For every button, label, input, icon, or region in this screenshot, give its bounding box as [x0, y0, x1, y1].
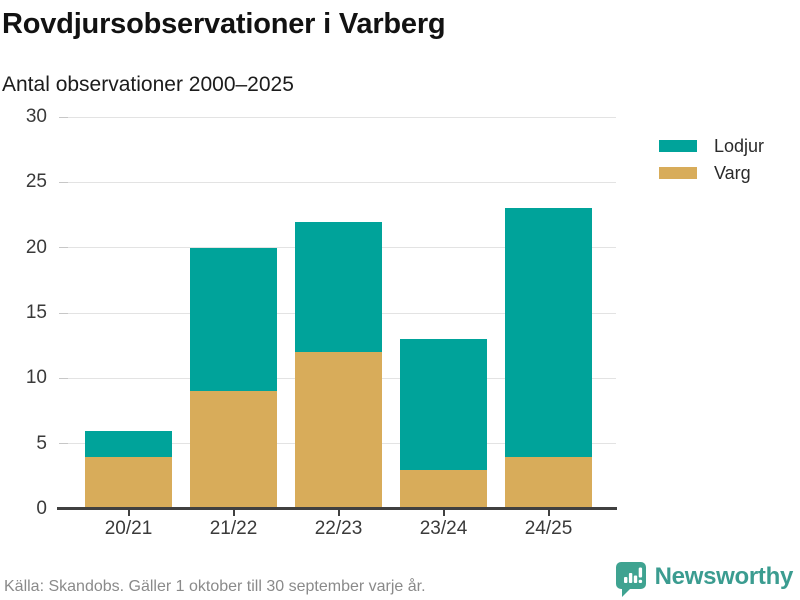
- x-axis-label-24/25: 24/25: [524, 518, 573, 539]
- y-axis-label-20: 20: [25, 236, 47, 258]
- bar-segment-lodjur-21/22: [190, 247, 277, 392]
- bar-segment-varg-22/23: [295, 352, 382, 509]
- y-tick-5: [59, 443, 68, 445]
- bar-segment-varg-23/24: [400, 469, 487, 509]
- x-axis-label-23/24: 23/24: [419, 518, 468, 539]
- legend-swatch-varg: [659, 167, 697, 179]
- legend-item-varg: Varg: [659, 163, 764, 183]
- y-tick-20: [59, 247, 68, 249]
- legend-item-lodjur: Lodjur: [659, 136, 764, 156]
- legend-label-lodjur: Lodjur: [714, 135, 765, 156]
- speech-bubble-bar-chart-icon: [615, 562, 646, 597]
- newsworthy-logo: Newsworthy: [615, 561, 794, 598]
- bar-segment-varg-21/22: [190, 391, 277, 509]
- y-axis-label-5: 5: [36, 432, 47, 454]
- legend: Lodjur Varg: [659, 136, 764, 190]
- y-axis-label-10: 10: [25, 367, 47, 389]
- y-tick-15: [59, 312, 68, 314]
- source-note: Källa: Skandobs. Gäller 1 oktober till 3…: [4, 578, 426, 595]
- x-axis-label-22/23: 22/23: [314, 518, 363, 539]
- chart-subtitle: Antal observationer 2000–2025: [2, 73, 294, 96]
- gridline-y30: [59, 116, 616, 118]
- bar-21/22: [190, 117, 277, 509]
- y-tick-30: [59, 116, 68, 118]
- bar-segment-lodjur-20/21: [85, 430, 172, 457]
- y-axis-label-15: 15: [25, 302, 47, 323]
- plot-area: 0 5 10 15 20 25 30: [26, 106, 616, 519]
- y-axis-label-25: 25: [25, 171, 47, 193]
- bar-20/21: [85, 117, 172, 509]
- gridline-y25: [59, 181, 616, 183]
- x-tick-22/23: [337, 509, 340, 516]
- x-axis-label-20/21: 20/21: [104, 518, 153, 539]
- x-tick-21/22: [232, 509, 235, 516]
- chart-title: Rovdjursobservationer i Varberg: [2, 8, 446, 40]
- y-axis-label-0: 0: [36, 498, 47, 519]
- bar-segment-lodjur-23/24: [400, 339, 487, 470]
- x-tick-20/21: [127, 509, 130, 516]
- newsworthy-wordmark: Newsworthy: [654, 563, 794, 590]
- bar-segment-varg-24/25: [505, 456, 592, 509]
- bar-segment-varg-20/21: [85, 456, 172, 509]
- x-axis-label-21/22: 21/22: [209, 518, 258, 539]
- x-tick-24/25: [547, 509, 550, 516]
- bar-22/23: [295, 117, 382, 509]
- legend-label-varg: Varg: [714, 162, 751, 183]
- bar-segment-lodjur-24/25: [505, 208, 592, 457]
- y-axis-label-30: 30: [25, 106, 47, 127]
- x-axis-line: 20/21 21/22 22/23 23/24 24/25: [57, 507, 617, 539]
- x-tick-23/24: [442, 509, 445, 516]
- y-tick-25: [59, 181, 68, 183]
- bar-24/25: [505, 117, 592, 509]
- bar-23/24: [400, 117, 487, 509]
- bar-segment-lodjur-22/23: [295, 221, 382, 353]
- legend-swatch-lodjur: [659, 140, 697, 152]
- y-tick-10: [59, 377, 68, 379]
